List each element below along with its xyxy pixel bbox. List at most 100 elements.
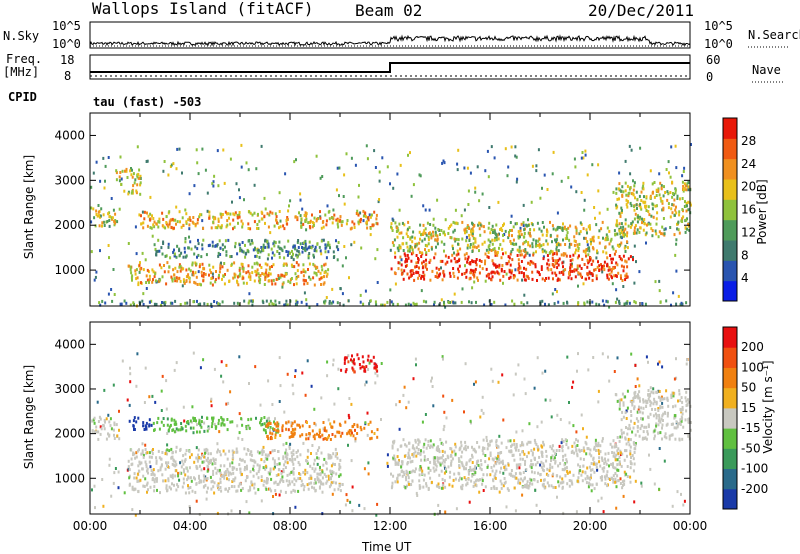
velocity-noise-cell bbox=[560, 441, 563, 445]
power-region-cell bbox=[238, 215, 241, 219]
power-noise-cell bbox=[374, 166, 377, 169]
power-region-cell bbox=[195, 275, 198, 279]
velocity-region-cell bbox=[222, 418, 225, 422]
velocity-region-cell bbox=[579, 457, 582, 461]
power-region-cell bbox=[304, 244, 307, 248]
power-region-cell bbox=[479, 223, 482, 227]
power-region-cell bbox=[471, 227, 474, 231]
power-region-cell bbox=[601, 220, 604, 224]
power-region-cell bbox=[359, 300, 362, 304]
velocity-region-cell bbox=[281, 478, 284, 482]
power-region-cell bbox=[236, 301, 239, 305]
velocity-region-cell bbox=[335, 451, 338, 455]
power-noise-cell bbox=[504, 147, 507, 151]
velocity-region-cell bbox=[182, 454, 185, 458]
power-region-cell bbox=[529, 244, 532, 248]
velocity-region-cell bbox=[274, 422, 277, 426]
velocity-region-cell bbox=[235, 450, 238, 454]
power-region-cell bbox=[278, 240, 281, 244]
power-region-cell bbox=[218, 273, 220, 277]
power-region-cell bbox=[229, 255, 232, 259]
velocity-region-cell bbox=[439, 463, 442, 467]
power-region-cell bbox=[160, 303, 163, 307]
power-region-cell bbox=[624, 218, 627, 222]
velocity-region-cell bbox=[254, 460, 257, 464]
velocity-noise-cell bbox=[203, 448, 206, 452]
velocity-noise-cell bbox=[634, 385, 637, 388]
power-region-cell bbox=[281, 282, 284, 286]
velocity-region-cell bbox=[247, 424, 250, 428]
power-noise-cell bbox=[321, 175, 324, 178]
velocity-region-cell bbox=[623, 470, 626, 474]
power-noise-cell bbox=[131, 191, 134, 195]
velocity-noise-cell bbox=[682, 503, 685, 507]
power-region-cell bbox=[245, 271, 248, 275]
power-region-cell bbox=[478, 271, 481, 275]
power-region-cell bbox=[180, 267, 183, 271]
velocity-region-cell bbox=[539, 473, 542, 477]
velocity-region-cell bbox=[657, 423, 660, 427]
power-region-cell bbox=[612, 257, 614, 261]
velocity-noise-cell bbox=[349, 500, 352, 504]
power-region-cell bbox=[410, 252, 413, 256]
power-region-cell bbox=[633, 217, 636, 221]
power-noise-cell bbox=[360, 246, 363, 250]
power-colorbar-swatch bbox=[723, 118, 737, 139]
velocity-region-cell bbox=[526, 455, 528, 459]
power-region-cell bbox=[659, 300, 662, 304]
velocity-region-cell bbox=[396, 477, 399, 481]
velocity-region-cell bbox=[445, 469, 448, 473]
power-region-cell bbox=[136, 276, 139, 280]
velocity-region-cell bbox=[420, 449, 422, 453]
velocity-region-cell bbox=[339, 473, 342, 477]
power-noise-cell bbox=[345, 256, 347, 260]
velocity-noise-cell bbox=[129, 372, 132, 376]
velocity-noise-cell bbox=[288, 445, 291, 448]
velocity-region-cell bbox=[520, 477, 523, 481]
power-region-cell bbox=[454, 221, 457, 225]
velocity-region-cell bbox=[463, 447, 466, 451]
cpid-label: CPID bbox=[8, 90, 37, 104]
power-region-cell bbox=[677, 228, 680, 232]
velocity-region-cell bbox=[489, 451, 492, 455]
power-region-cell bbox=[145, 281, 148, 284]
velocity-region-cell bbox=[192, 431, 195, 435]
power-region-cell bbox=[538, 273, 541, 277]
velocity-region-cell bbox=[599, 464, 602, 468]
velocity-region-cell bbox=[637, 393, 639, 397]
power-region-cell bbox=[555, 249, 558, 253]
power-region-cell bbox=[301, 250, 304, 254]
power-region-cell bbox=[258, 255, 261, 259]
power-region-cell bbox=[229, 212, 232, 216]
power-region-cell bbox=[405, 241, 408, 245]
power-region-cell bbox=[644, 200, 647, 204]
velocity-region-cell bbox=[323, 472, 326, 476]
power-region-cell bbox=[303, 282, 306, 286]
velocity-region-cell bbox=[635, 442, 637, 446]
power-region-cell bbox=[564, 237, 567, 241]
power-region-cell bbox=[684, 230, 687, 234]
power-region-cell bbox=[563, 225, 566, 229]
power-noise-cell bbox=[454, 208, 457, 212]
power-noise-cell bbox=[149, 195, 152, 199]
velocity-region-cell bbox=[321, 433, 324, 437]
velocity-region-cell bbox=[444, 450, 446, 454]
power-region-cell bbox=[513, 242, 515, 246]
velocity-region-cell bbox=[280, 471, 283, 475]
power-region-cell bbox=[640, 207, 643, 211]
velocity-region-cell bbox=[191, 489, 194, 493]
power-region-cell bbox=[142, 303, 145, 306]
power-noise-cell bbox=[476, 165, 479, 169]
power-region-cell bbox=[263, 283, 266, 286]
power-region-cell bbox=[366, 226, 369, 230]
velocity-region-cell bbox=[185, 449, 188, 452]
power-region-cell bbox=[250, 239, 253, 243]
velocity-region-cell bbox=[105, 417, 108, 421]
power-region-cell bbox=[421, 274, 423, 278]
velocity-noise-cell bbox=[619, 453, 622, 456]
velocity-region-cell bbox=[595, 482, 598, 486]
velocity-region-cell bbox=[620, 428, 623, 432]
power-region-cell bbox=[663, 185, 665, 189]
velocity-region-cell bbox=[678, 392, 681, 396]
velocity-region-cell bbox=[166, 417, 169, 421]
